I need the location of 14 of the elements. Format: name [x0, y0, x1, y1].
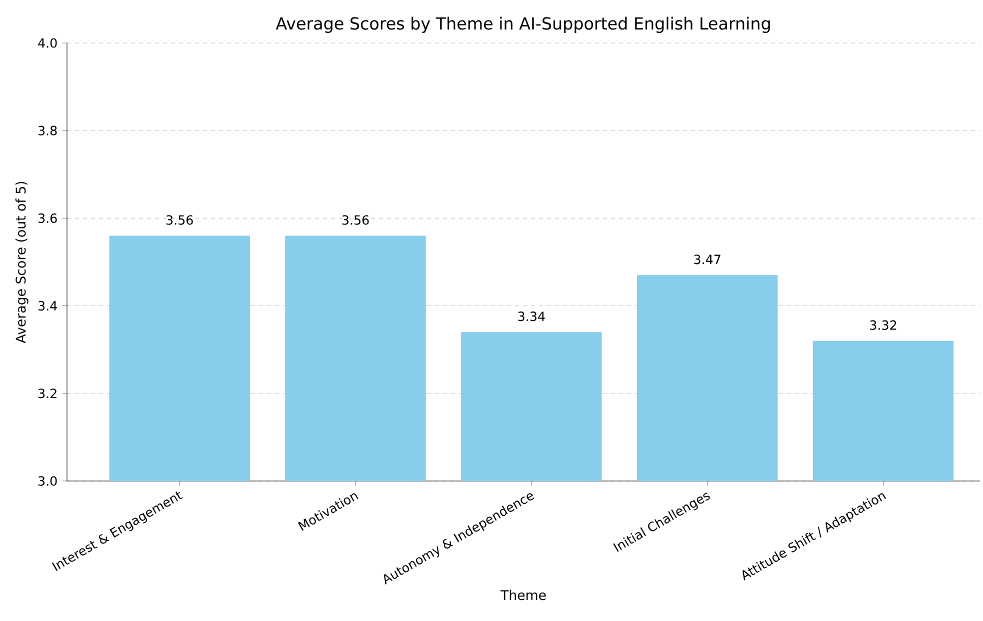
data-label: 3.34 [518, 312, 545, 322]
x-axis-title: Theme [500, 590, 546, 600]
y-tick-label: 3.6 [38, 213, 57, 223]
y-tick-label: 3.8 [38, 126, 57, 136]
chart-title: Average Scores by Theme in AI-Supported English Learning [276, 16, 770, 33]
y-tick-label: 3.0 [38, 476, 57, 486]
data-label: 3.32 [870, 320, 896, 330]
data-label: 3.56 [166, 215, 193, 225]
y-axis-title: Average Score (out of 5) [15, 182, 28, 344]
y-tick-label: 3.2 [38, 388, 56, 398]
y-tick-label: 4.0 [38, 38, 57, 48]
y-tick-label: 3.4 [38, 300, 57, 311]
data-label: 3.56 [342, 215, 369, 225]
data-label: 3.47 [694, 254, 720, 264]
